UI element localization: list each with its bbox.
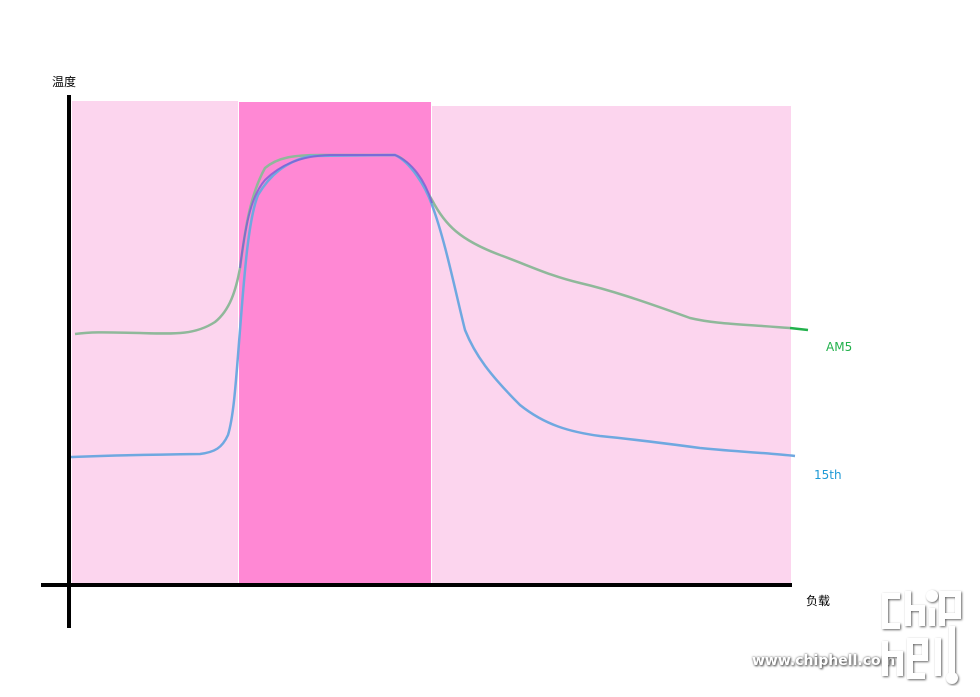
series-label-15th: 15th — [814, 468, 842, 482]
series-am5-tail — [789, 326, 809, 332]
series-15th-line — [69, 153, 796, 459]
x-axis-label: 负载 — [806, 594, 831, 608]
y-axis-label: 温度 — [52, 75, 77, 89]
region-idle-after — [432, 106, 791, 584]
region-load — [239, 102, 431, 584]
chiphell-logo-icon — [882, 590, 961, 684]
region-idle-before — [72, 101, 238, 584]
series-label-am5: AM5 — [826, 340, 853, 354]
watermark-site: www.chiphell.com — [752, 653, 896, 669]
series-overlap-line — [239, 154, 433, 269]
watermark-logo — [880, 586, 970, 693]
